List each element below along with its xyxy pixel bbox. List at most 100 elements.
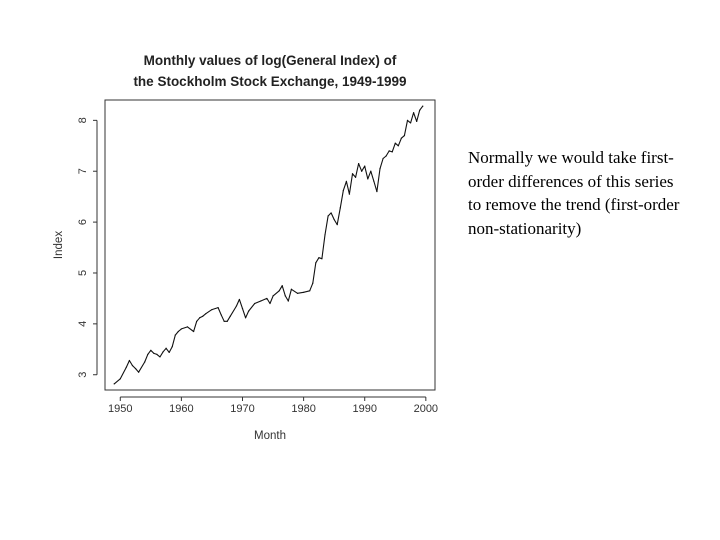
chart-title-line-2: the Stockholm Stock Exchange, 1949-1999 — [133, 74, 406, 89]
data-point — [128, 359, 131, 362]
data-point — [278, 290, 280, 292]
y-tick-label: 4 — [77, 321, 89, 327]
data-point — [238, 298, 241, 301]
data-point — [348, 193, 351, 195]
data-point — [394, 142, 396, 144]
data-point — [281, 285, 283, 287]
data-point — [416, 120, 418, 122]
data-point — [419, 109, 421, 111]
data-point — [373, 180, 375, 183]
x-tick-label: 1980 — [291, 403, 315, 415]
data-point — [388, 150, 390, 152]
data-point — [171, 346, 173, 348]
data-point — [248, 310, 250, 312]
data-point — [379, 168, 381, 170]
data-point — [339, 207, 341, 209]
x-axis: 1950 1960 1970 1980 1990 2000 — [108, 396, 438, 415]
data-point — [345, 180, 347, 183]
data-point — [220, 314, 222, 316]
data-point — [321, 258, 323, 260]
data-point — [196, 320, 198, 322]
data-point — [177, 330, 179, 333]
series-layer — [113, 105, 424, 385]
data-point — [244, 317, 247, 319]
data-point — [406, 119, 409, 121]
data-point — [138, 371, 140, 373]
data-point — [409, 122, 412, 124]
data-point — [333, 218, 335, 221]
data-point — [260, 300, 262, 302]
data-point — [284, 295, 286, 297]
data-point — [119, 378, 121, 380]
data-point — [165, 347, 167, 349]
x-tick-label: 2000 — [414, 403, 438, 415]
data-point — [413, 112, 415, 114]
y-axis-label: Index — [53, 231, 65, 259]
data-point — [303, 291, 305, 293]
data-point — [162, 351, 164, 353]
y-axis: 3 4 5 6 7 8 — [77, 117, 98, 378]
series-line — [113, 105, 424, 385]
data-point — [376, 190, 378, 193]
data-point — [403, 135, 406, 137]
chart-title-line-1: Monthly values of log(General Index) of — [144, 53, 397, 68]
x-axis-label: Month — [254, 430, 286, 442]
data-point — [147, 353, 149, 355]
data-point — [354, 176, 357, 178]
data-point — [168, 351, 170, 353]
data-point — [370, 170, 372, 172]
data-point — [315, 262, 317, 264]
data-point — [193, 330, 195, 333]
data-point — [174, 334, 176, 336]
explanatory-note: Normally we would take first-order diffe… — [468, 148, 680, 238]
data-point — [125, 366, 127, 368]
data-point — [272, 295, 274, 297]
data-point — [269, 302, 271, 305]
data-point — [318, 257, 320, 259]
data-point — [235, 305, 237, 307]
x-tick-label: 1950 — [108, 403, 132, 415]
data-point — [309, 290, 311, 292]
data-point — [153, 352, 155, 354]
data-point — [266, 297, 268, 300]
data-point — [324, 234, 326, 236]
data-point — [229, 315, 231, 317]
data-point — [391, 151, 393, 153]
data-point — [296, 292, 299, 294]
data-point — [156, 353, 158, 355]
data-point — [364, 165, 366, 167]
plot-frame — [104, 99, 436, 391]
data-point — [134, 368, 137, 370]
data-point — [226, 320, 228, 322]
data-point — [217, 306, 219, 309]
data-point — [330, 212, 332, 214]
data-point — [327, 215, 329, 217]
data-point — [312, 282, 314, 284]
data-point — [382, 157, 384, 160]
data-point — [186, 326, 189, 328]
data-point — [358, 162, 360, 165]
data-point — [336, 224, 338, 226]
data-point — [131, 364, 134, 367]
data-point — [290, 288, 292, 290]
data-point — [199, 317, 201, 319]
y-tick-label: 3 — [77, 372, 89, 378]
data-point — [241, 307, 244, 310]
data-point — [422, 105, 424, 107]
y-tick-label: 7 — [77, 168, 89, 174]
y-tick-label: 5 — [77, 270, 89, 276]
data-point — [223, 320, 225, 322]
y-tick-label: 6 — [77, 219, 89, 225]
data-point — [351, 173, 354, 175]
y-tick-label: 8 — [77, 117, 89, 123]
data-point — [342, 189, 344, 192]
x-tick-label: 1970 — [230, 403, 254, 415]
data-point — [397, 145, 399, 147]
data-point — [205, 313, 207, 315]
data-point — [287, 300, 289, 302]
data-point — [361, 170, 363, 172]
data-point — [400, 137, 402, 139]
data-point — [385, 155, 387, 157]
data-point — [150, 349, 152, 351]
